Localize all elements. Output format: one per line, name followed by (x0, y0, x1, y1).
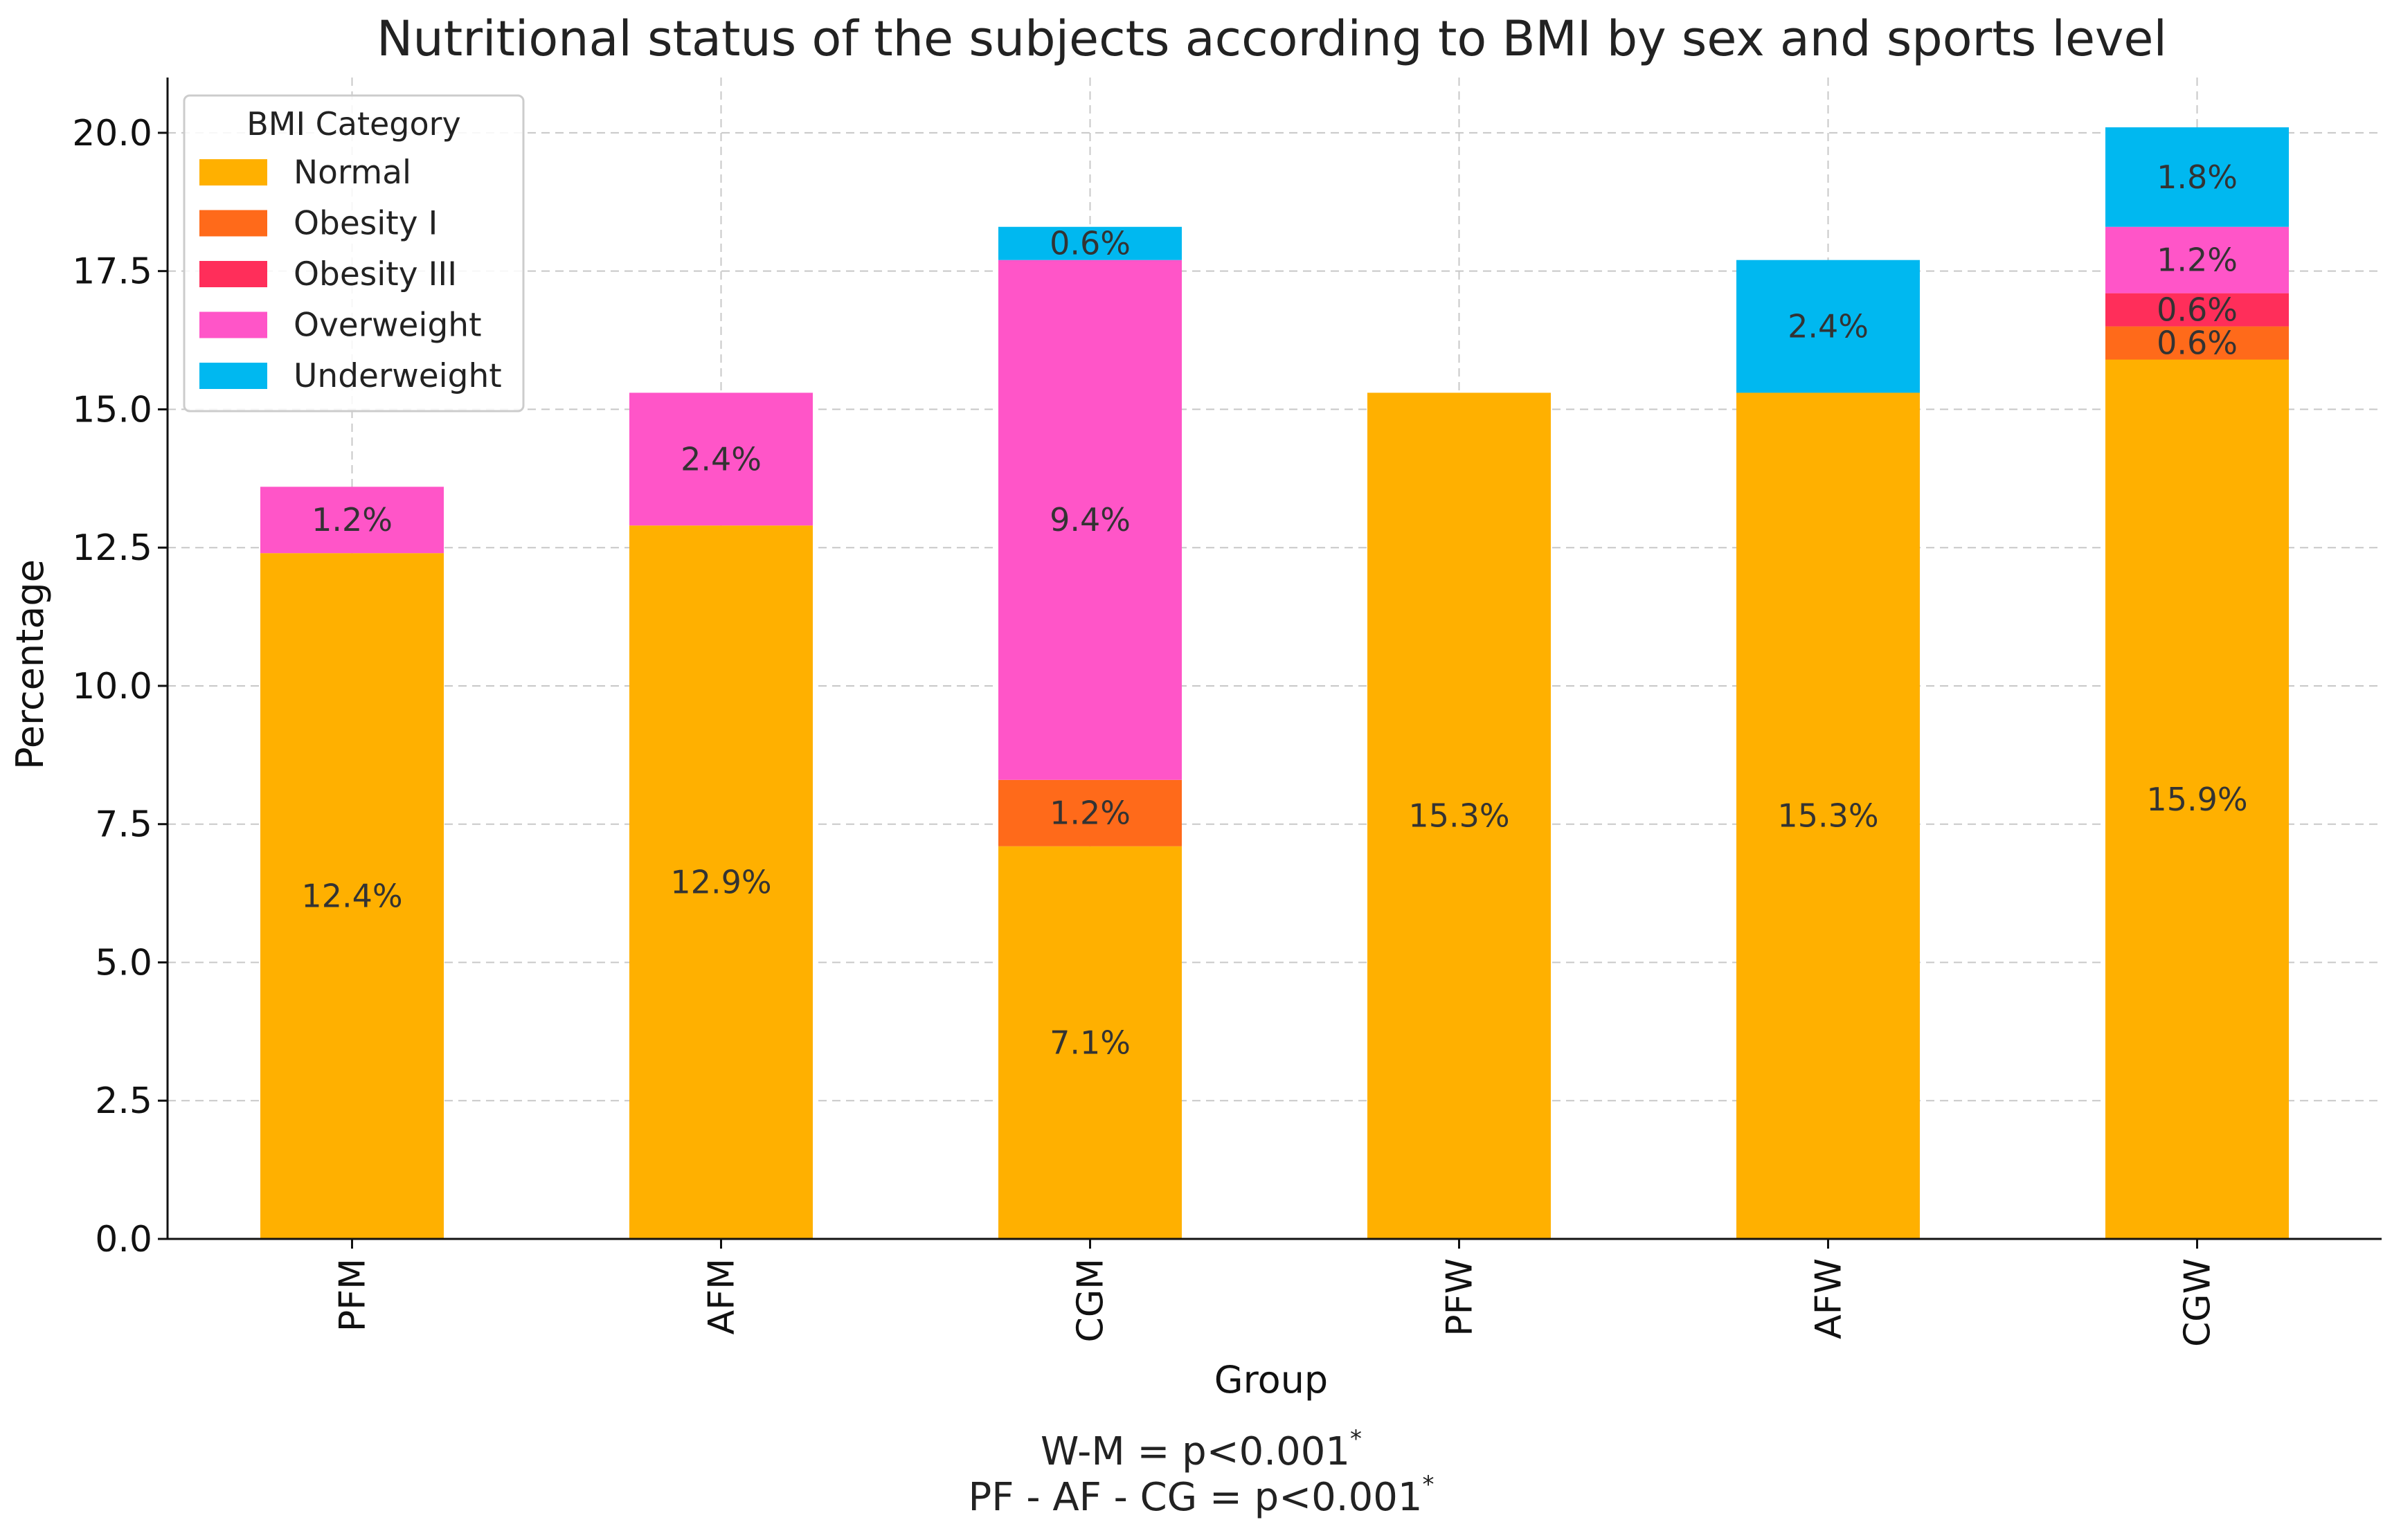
bar-afw-underweight (1736, 260, 1920, 393)
bar-afm-normal (629, 525, 813, 1240)
bar-pfm-overweight (260, 487, 444, 554)
legend: BMI Category Normal Obesity I Obesity III Ov… (183, 94, 525, 413)
chart-title: Nutritional status of the subjects accor… (377, 10, 2167, 67)
y-tick-label: 15.0 (72, 389, 152, 431)
legend-label: Normal (294, 154, 411, 192)
data-label: 12.4% (301, 878, 402, 915)
bar-cgw-overweight (2105, 226, 2289, 293)
data-label: 1.2% (1050, 795, 1131, 832)
legend-swatch (199, 363, 267, 389)
y-tick-label: 7.5 (95, 804, 152, 846)
x-tick-label: PFM (332, 1258, 374, 1332)
x-tick-label: CGW (2177, 1258, 2219, 1347)
legend-title: BMI Category (246, 105, 461, 143)
bar-cgw-obesity-iii (2105, 293, 2289, 327)
legend-label: Obesity III (294, 255, 457, 293)
legend-label: Underweight (294, 357, 502, 395)
data-labels: 12.4% 1.2% 12.9% 2.4% 7.1% 1.2% 9.4% 0.6% 15.3% 1… (301, 158, 2247, 1062)
y-tick-label: 20.0 (72, 113, 152, 154)
bar-cgw-normal (2105, 359, 2289, 1239)
data-label: 1.8% (2157, 158, 2238, 196)
legend-label: Overweight (294, 307, 482, 345)
significance-notes: W-M = p<0.001*PF - AF - CG = p<0.001* (969, 1425, 1435, 1520)
data-label: 2.4% (1788, 308, 1869, 345)
data-label: 9.4% (1050, 501, 1131, 538)
data-label: 1.2% (2157, 242, 2238, 279)
x-tick-label: AFM (701, 1258, 743, 1334)
bar-cgm-obesity-i (998, 779, 1182, 846)
x-axis-label: Group (1214, 1358, 1328, 1402)
y-tick-label: 5.0 (95, 942, 152, 984)
note-line: W-M = p<0.001* (1041, 1425, 1362, 1474)
bar-cgm-underweight (998, 226, 1182, 260)
bar-cgm-overweight (998, 260, 1182, 780)
data-label: 0.6% (1050, 225, 1131, 262)
bar-cgm-normal (998, 846, 1182, 1239)
data-label: 7.1% (1050, 1024, 1131, 1061)
data-label: 2.4% (681, 440, 762, 478)
legend-swatch (199, 159, 267, 185)
ticks: 0.0 2.5 5.0 7.5 10.0 12.5 15.0 17.5 20.0 PFM AFM CG… (72, 113, 2218, 1347)
bar-afm-overweight (629, 392, 813, 526)
x-tick-label: AFW (1808, 1258, 1850, 1339)
x-tick-label: CGM (1070, 1258, 1112, 1342)
bar-cgw-underweight (2105, 127, 2289, 227)
data-label: 15.3% (1408, 797, 1509, 835)
legend-swatch (199, 210, 267, 237)
x-tick-label: PFW (1439, 1258, 1481, 1337)
legend-swatch (199, 311, 267, 338)
bar-afw-normal (1736, 392, 1920, 1239)
bar-pfm-normal (260, 553, 444, 1239)
data-label: 15.3% (1777, 797, 1878, 835)
y-tick-label: 2.5 (95, 1080, 152, 1122)
grid-lines (168, 78, 2382, 1239)
note-line: PF - AF - CG = p<0.001* (969, 1471, 1435, 1520)
y-tick-label: 0.0 (95, 1219, 152, 1260)
y-tick-label: 12.5 (72, 527, 152, 569)
data-label: 0.6% (2157, 291, 2238, 329)
data-label: 1.2% (312, 501, 393, 538)
bars (260, 127, 2289, 1240)
legend-swatch (199, 261, 267, 287)
y-tick-label: 17.5 (72, 251, 152, 293)
data-label: 15.9% (2146, 781, 2247, 818)
data-label: 0.6% (2157, 325, 2238, 362)
legend-label: Obesity I (294, 205, 438, 243)
y-axis-label: Percentage (8, 559, 52, 770)
y-tick-label: 10.0 (72, 666, 152, 707)
data-label: 12.9% (670, 864, 771, 901)
bar-cgw-obesity-i (2105, 326, 2289, 360)
bar-pfw-normal (1367, 392, 1551, 1239)
legend-box (183, 94, 525, 413)
